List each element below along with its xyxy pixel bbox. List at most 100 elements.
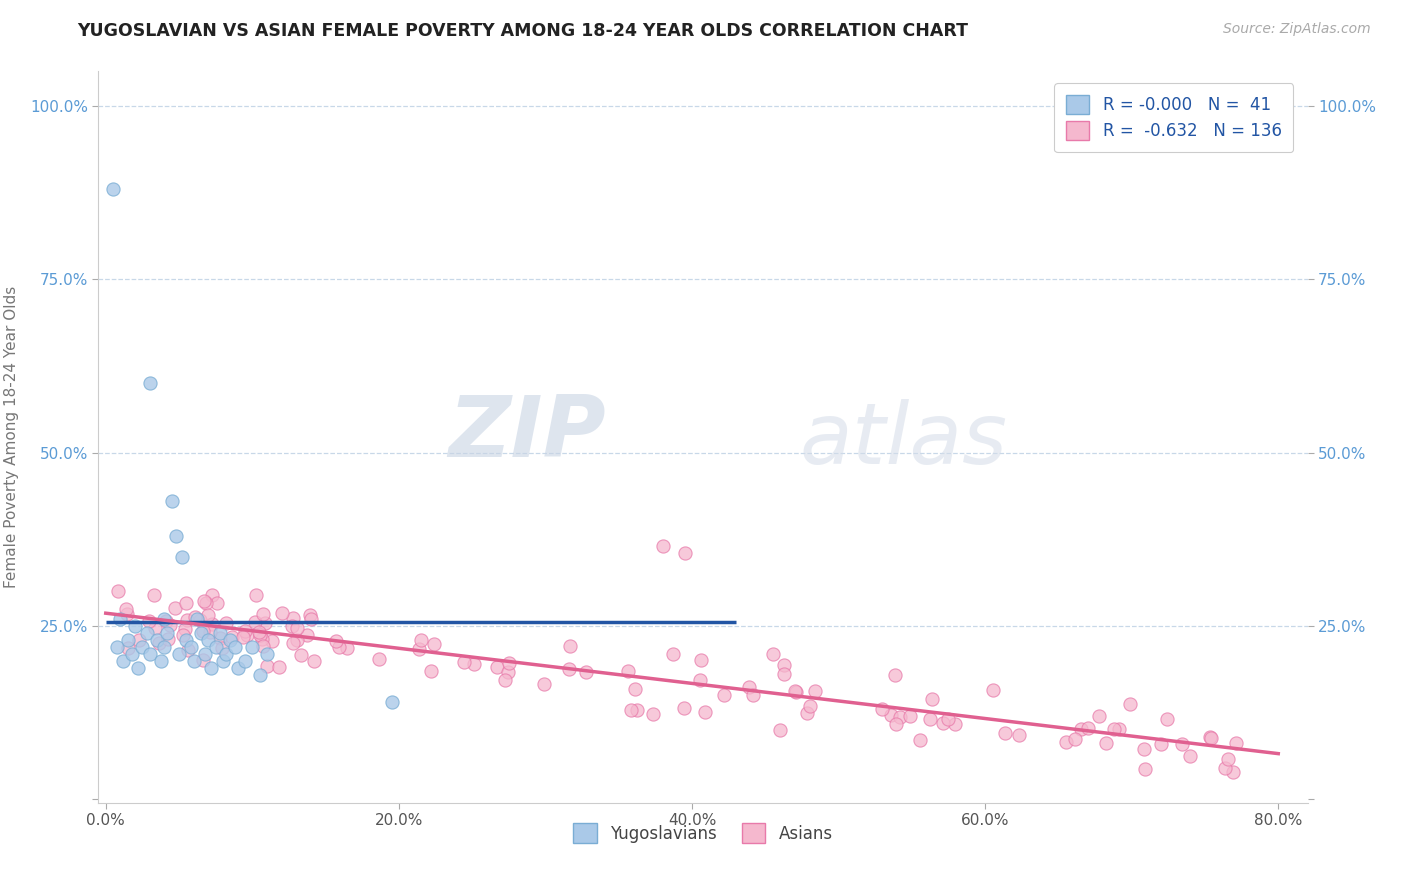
Point [245, 615, 267, 629]
Point [236, 628, 259, 642]
Point [1199, 731, 1222, 745]
Point [302, 654, 325, 668]
Point [1088, 708, 1111, 723]
Point [138, 614, 160, 628]
Point [889, 710, 911, 724]
Point [200, 660, 222, 674]
Point [533, 677, 555, 691]
Point [673, 546, 696, 560]
Point [160, 494, 183, 508]
Point [463, 657, 485, 671]
Point [290, 648, 312, 662]
Point [205, 596, 228, 610]
Point [211, 640, 233, 655]
Point [281, 619, 304, 633]
Point [1133, 762, 1156, 776]
Point [148, 635, 170, 649]
Point [135, 626, 157, 640]
Text: Source: ZipAtlas.com: Source: ZipAtlas.com [1223, 22, 1371, 37]
Point [1054, 735, 1077, 749]
Point [117, 607, 139, 621]
Point [256, 659, 278, 673]
Point [1222, 764, 1244, 779]
Point [107, 584, 129, 599]
Point [249, 667, 271, 681]
Point [738, 681, 761, 695]
Point [190, 626, 212, 640]
Point [254, 616, 277, 631]
Point [799, 699, 821, 714]
Point [245, 588, 267, 602]
Point [325, 634, 347, 648]
Point [115, 602, 138, 616]
Point [1008, 728, 1031, 742]
Point [626, 703, 648, 717]
Point [240, 640, 263, 654]
Point [423, 636, 446, 650]
Point [215, 647, 238, 661]
Point [156, 626, 179, 640]
Point [1095, 736, 1118, 750]
Point [180, 640, 202, 654]
Point [485, 659, 508, 673]
Point [409, 633, 432, 648]
Point [235, 624, 257, 638]
Point [884, 717, 907, 731]
Text: ZIP: ZIP [449, 392, 606, 475]
Point [117, 632, 139, 647]
Point [215, 615, 238, 630]
Point [267, 660, 290, 674]
Point [936, 712, 959, 726]
Point [247, 625, 270, 640]
Point [693, 705, 716, 719]
Point [1213, 761, 1236, 775]
Point [252, 639, 274, 653]
Point [661, 647, 683, 661]
Point [212, 654, 235, 668]
Point [796, 706, 818, 721]
Point [769, 723, 792, 738]
Point [159, 618, 181, 632]
Point [198, 624, 221, 639]
Point [201, 588, 224, 602]
Point [262, 634, 284, 648]
Text: YUGOSLAVIAN VS ASIAN FEMALE POVERTY AMONG 18-24 YEAR OLDS CORRELATION CHART: YUGOSLAVIAN VS ASIAN FEMALE POVERTY AMON… [77, 22, 969, 40]
Point [918, 712, 941, 726]
Point [143, 621, 166, 635]
Point [167, 647, 190, 661]
Point [131, 640, 153, 654]
Point [188, 613, 211, 627]
Point [121, 647, 143, 661]
Point [408, 642, 430, 657]
Point [221, 631, 243, 645]
Point [232, 631, 254, 645]
Point [617, 664, 640, 678]
Point [742, 688, 765, 702]
Point [194, 596, 217, 610]
Point [233, 654, 256, 668]
Point [557, 662, 579, 676]
Point [110, 612, 132, 626]
Point [453, 655, 475, 669]
Point [575, 665, 598, 679]
Point [176, 632, 198, 647]
Point [1150, 737, 1173, 751]
Point [773, 667, 796, 681]
Point [328, 640, 350, 654]
Point [281, 636, 304, 650]
Point [176, 613, 198, 627]
Point [690, 653, 713, 667]
Point [107, 640, 129, 654]
Point [558, 639, 581, 653]
Point [1064, 732, 1087, 747]
Point [172, 628, 194, 642]
Text: atlas: atlas [800, 400, 1008, 483]
Point [101, 182, 124, 196]
Point [804, 684, 827, 698]
Point [186, 612, 208, 626]
Point [870, 702, 893, 716]
Point [191, 653, 214, 667]
Point [153, 640, 176, 654]
Point [1108, 722, 1130, 736]
Point [191, 624, 214, 638]
